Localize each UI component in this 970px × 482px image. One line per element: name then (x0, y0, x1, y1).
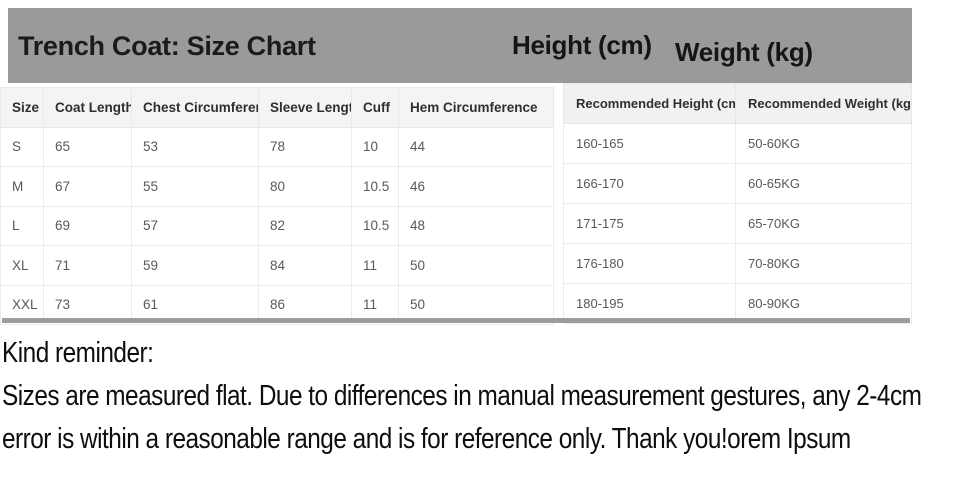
table-cell: M (0, 166, 44, 207)
table-cell: 65 (43, 126, 132, 167)
height-section-title: Height (cm) (512, 30, 652, 60)
fit-table-header-row: Recommended Height (cm) Recommended Weig… (563, 83, 912, 124)
fit-row: 171-175 65-70KG (563, 203, 912, 244)
table-cell: 69 (43, 205, 132, 246)
column-header-recommended-height: Recommended Height (cm) (563, 83, 736, 124)
table-cell: 50-60KG (735, 123, 912, 164)
table-cell: 82 (258, 205, 352, 246)
page-title: Trench Coat: Size Chart (18, 31, 316, 61)
size-table: Size Coat Length Chest Circumference Sle… (0, 87, 554, 325)
table-cell: 11 (351, 245, 399, 286)
table-cell: 60-65KG (735, 163, 912, 204)
table-cell: 71 (43, 245, 132, 286)
reminder-note: Kind reminder: Sizes are measured flat. … (2, 332, 970, 461)
table-cell: 166-170 (563, 163, 736, 204)
fit-row: 166-170 60-65KG (563, 163, 912, 204)
table-cell: 48 (398, 205, 554, 246)
title-bar: Trench Coat: Size Chart Height (cm) Weig… (8, 8, 912, 83)
size-table-header-row: Size Coat Length Chest Circumference Sle… (0, 87, 554, 128)
table-cell: 78 (258, 126, 352, 167)
table-cell: 57 (131, 205, 259, 246)
fit-row: 180-195 80-90KG (563, 283, 912, 324)
table-cell: 46 (398, 166, 554, 207)
table-cell: 59 (131, 245, 259, 286)
table-cell: 10 (351, 126, 399, 167)
column-header-coat-length: Coat Length (43, 87, 132, 128)
table-cell: 171-175 (563, 203, 736, 244)
reminder-title: Kind reminder: (2, 337, 154, 369)
column-header-hem-circumference: Hem Circumference (398, 87, 554, 128)
table-cell: 53 (131, 126, 259, 167)
table-cell: 176-180 (563, 243, 736, 284)
column-header-recommended-weight: Recommended Weight (kg) (735, 83, 912, 124)
table-row-l: L 69 57 82 10.5 48 (0, 205, 554, 246)
reminder-line: error is within a reasonable range and i… (2, 423, 851, 455)
table-cell: 70-80KG (735, 243, 912, 284)
column-header-chest-circumference: Chest Circumference (131, 87, 259, 128)
table-cell: 84 (258, 245, 352, 286)
column-header-size: Size (0, 87, 44, 128)
table-cell: 44 (398, 126, 554, 167)
fit-row: 176-180 70-80KG (563, 243, 912, 284)
table-row-xl: XL 71 59 84 11 50 (0, 245, 554, 286)
table-cell: S (0, 126, 44, 167)
reminder-line: Sizes are measured flat. Due to differen… (2, 380, 922, 412)
table-cell: 180-195 (563, 283, 736, 324)
table-cell: 50 (398, 245, 554, 286)
bottom-divider-bar (2, 318, 910, 323)
fit-row: 160-165 50-60KG (563, 123, 912, 164)
table-cell: 10.5 (351, 166, 399, 207)
table-cell: XL (0, 245, 44, 286)
column-header-cuff: Cuff (351, 87, 399, 128)
table-cell: 10.5 (351, 205, 399, 246)
table-cell: L (0, 205, 44, 246)
table-cell: 80-90KG (735, 283, 912, 324)
weight-section-title: Weight (kg) (675, 37, 813, 67)
table-cell: 67 (43, 166, 132, 207)
table-cell: 80 (258, 166, 352, 207)
table-row-s: S 65 53 78 10 44 (0, 126, 554, 167)
table-cell: 55 (131, 166, 259, 207)
table-cell: 65-70KG (735, 203, 912, 244)
recommended-fit-table: Recommended Height (cm) Recommended Weig… (563, 83, 912, 324)
column-header-sleeve-length: Sleeve Length (258, 87, 352, 128)
table-cell: 160-165 (563, 123, 736, 164)
table-row-m: M 67 55 80 10.5 46 (0, 166, 554, 207)
